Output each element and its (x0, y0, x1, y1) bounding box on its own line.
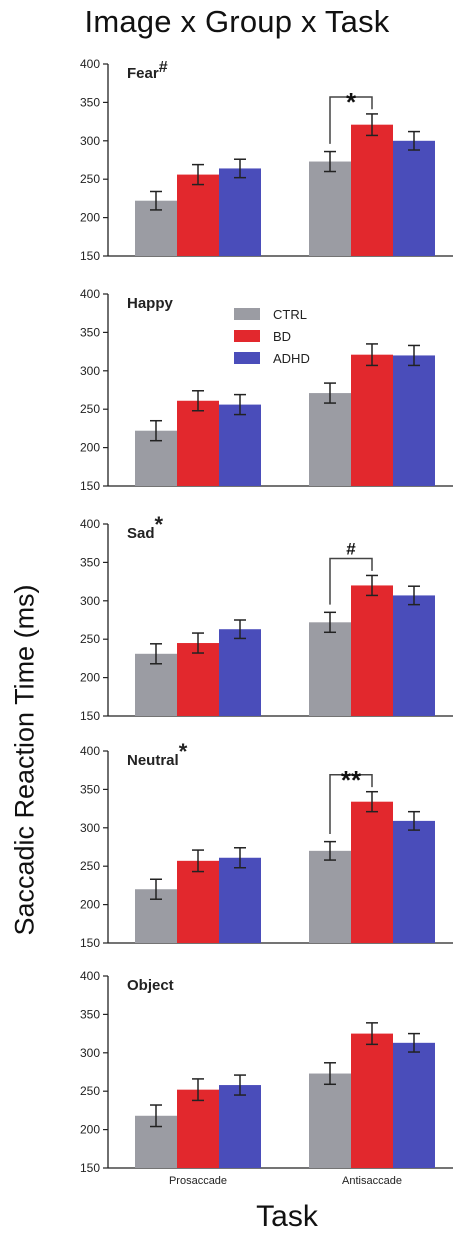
panel-5-bar-bd-prosaccade (177, 1089, 219, 1168)
panel-1-title-text: Fear (127, 65, 159, 82)
panel-5-y-tick-label: 150 (80, 1161, 100, 1175)
panel-3-title: Sad* (127, 512, 164, 542)
panel-5-title-text: Object (127, 977, 174, 994)
panel-1-bar-ctrl-antisaccade (309, 161, 351, 256)
panel-5-y-tick-label: 250 (80, 1084, 100, 1098)
panel-4-title-mark: * (179, 739, 188, 764)
x-axis-label: Task (256, 1200, 318, 1233)
panel-4-bar-adhd-prosaccade (219, 857, 261, 943)
panel-4-bar-bd-prosaccade (177, 860, 219, 943)
panel-3-significance-mark: # (346, 540, 356, 559)
legend-swatch-adhd (234, 352, 260, 364)
panel-4-bar-bd-antisaccade (351, 801, 393, 943)
panel-2-bar-bd-prosaccade (177, 400, 219, 486)
panel-3-significance-bracket (329, 557, 373, 605)
panel-1-bar-bd-antisaccade (351, 124, 393, 256)
panel-4-significance-bracket (329, 774, 373, 834)
panel-4-bar-ctrl-antisaccade (309, 850, 351, 943)
panel-4-y-tick-label: 250 (80, 859, 100, 873)
panel-3-y-tick-label: 350 (80, 555, 100, 569)
panel-5-y-tick-label: 400 (80, 969, 100, 983)
panel-4-y-tick-label: 300 (80, 821, 100, 835)
panel-4-title-text: Neutral (127, 752, 179, 769)
panel-1-title: Fear# (127, 59, 168, 82)
panel-5-bar-ctrl-antisaccade (309, 1073, 351, 1168)
panel-4-significance-mark: ** (341, 765, 362, 795)
panel-4-y-tick-label: 400 (80, 744, 100, 758)
panel-2-y-tick-label: 300 (80, 364, 100, 378)
panel-5-y-tick-label: 300 (80, 1046, 100, 1060)
panel-4-y-tick-label: 150 (80, 936, 100, 950)
panel-1-y-tick-label: 150 (80, 249, 100, 263)
panel-2-y-tick-label: 250 (80, 402, 100, 416)
panel-3-bar-ctrl-antisaccade (309, 622, 351, 716)
panel-3-title-mark: * (155, 512, 164, 537)
panel-3-y-tick-label: 250 (80, 632, 100, 646)
panel-1-y-tick-label: 350 (80, 95, 100, 109)
panel-2-y-tick-label: 350 (80, 325, 100, 339)
panel-1-y-tick-label: 250 (80, 172, 100, 186)
panel-5-bar-bd-antisaccade (351, 1033, 393, 1168)
panel-3-y-tick-label: 200 (80, 671, 100, 685)
panel-3-bar-bd-antisaccade (351, 585, 393, 716)
panel-1-bar-bd-prosaccade (177, 174, 219, 256)
panel-3-y-tick-label: 150 (80, 709, 100, 723)
panel-2-y-tick-label: 400 (80, 287, 100, 301)
figure-title: Image x Group x Task (84, 4, 390, 39)
panel-2-bar-adhd-prosaccade (219, 404, 261, 486)
panel-1-y-tick-label: 200 (80, 211, 100, 225)
panel-3-title-text: Sad (127, 525, 155, 542)
panel-2-y-tick-label: 200 (80, 441, 100, 455)
panel-1-y-tick-label: 400 (80, 57, 100, 71)
panel-5-y-tick-label: 350 (80, 1007, 100, 1021)
panel-2-bar-ctrl-antisaccade (309, 393, 351, 486)
panel-2-bar-adhd-antisaccade (393, 355, 435, 486)
x-tick-label-antisaccade: Antisaccade (342, 1175, 402, 1187)
panel-1-bar-adhd-prosaccade (219, 168, 261, 256)
legend-label-ctrl: CTRL (273, 307, 307, 322)
panel-3-y-tick-label: 300 (80, 594, 100, 608)
panel-2-title: Happy (127, 295, 174, 312)
panel-4-title: Neutral* (127, 739, 188, 769)
legend-swatch-bd (234, 330, 260, 342)
panel-4-bar-adhd-antisaccade (393, 820, 435, 943)
panel-2-y-tick-label: 150 (80, 479, 100, 493)
x-tick-label-prosaccade: Prosaccade (169, 1175, 227, 1187)
panel-5-bar-adhd-antisaccade (393, 1042, 435, 1168)
panel-4-y-tick-label: 350 (80, 782, 100, 796)
panel-3-bar-adhd-prosaccade (219, 629, 261, 716)
legend-swatch-ctrl (234, 308, 260, 320)
legend-label-bd: BD (273, 329, 291, 344)
panel-1-title-mark: # (159, 59, 168, 76)
panel-4-y-tick-label: 200 (80, 898, 100, 912)
panel-1-y-tick-label: 300 (80, 134, 100, 148)
panel-1-significance-bracket (329, 96, 373, 144)
panel-5-y-tick-label: 200 (80, 1123, 100, 1137)
legend-label-adhd: ADHD (273, 351, 310, 366)
panel-3-y-tick-label: 400 (80, 517, 100, 531)
panel-5-title: Object (127, 977, 174, 994)
panel-1-significance-mark: * (346, 87, 357, 117)
panel-2-title-text: Happy (127, 295, 174, 312)
panel-3-bar-adhd-antisaccade (393, 595, 435, 716)
panel-2-bar-bd-antisaccade (351, 354, 393, 486)
panel-1-bar-adhd-antisaccade (393, 140, 435, 256)
panel-3-bar-bd-prosaccade (177, 643, 219, 716)
panel-5-bar-adhd-prosaccade (219, 1085, 261, 1168)
